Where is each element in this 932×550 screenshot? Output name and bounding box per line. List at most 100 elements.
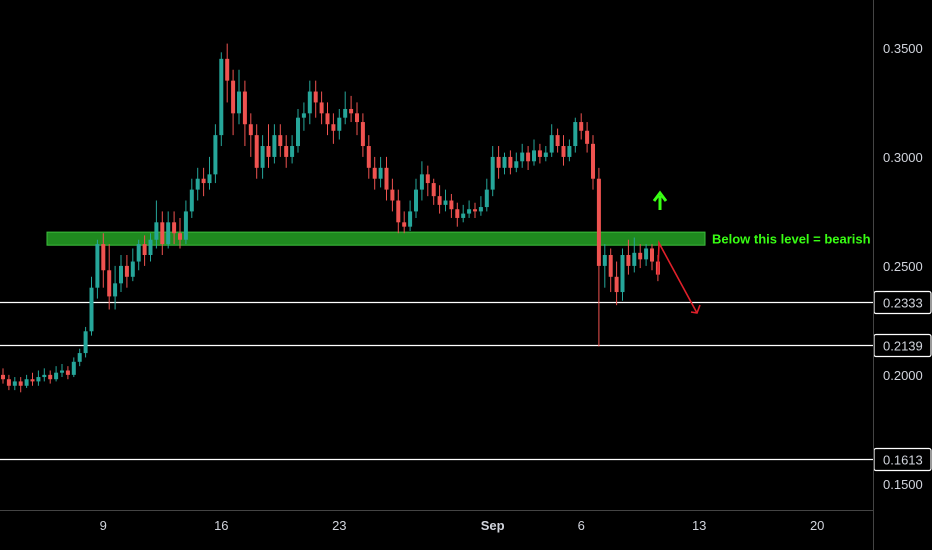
candle-body	[113, 283, 118, 297]
resistance-zone-layer	[46, 231, 706, 246]
candle-body	[343, 108, 348, 118]
candle-body	[490, 156, 495, 190]
candle-body	[414, 189, 418, 212]
candle-body	[313, 91, 318, 103]
candle-body	[219, 58, 224, 136]
candle-body	[419, 174, 424, 190]
up-arrow-head	[652, 190, 668, 202]
candle-body	[12, 381, 17, 386]
candle-body	[307, 91, 312, 114]
candle-body	[213, 135, 218, 175]
candle-body	[390, 189, 395, 201]
candle-body	[402, 222, 407, 227]
annotation-layer: Below this level = bearish	[652, 190, 871, 314]
candle-body	[296, 117, 300, 147]
candle-body	[24, 379, 29, 386]
candle-body	[48, 374, 53, 380]
candle-body	[30, 379, 35, 382]
candle-body	[290, 146, 295, 157]
candle-body	[396, 200, 401, 223]
bearish-note-label: Below this level = bearish	[712, 232, 871, 247]
candle-body	[591, 143, 595, 179]
candle-body	[532, 150, 536, 162]
candle-body	[54, 372, 59, 380]
candle-body	[555, 135, 560, 147]
projected-down-path	[657, 240, 698, 314]
candle-body	[537, 150, 542, 157]
y-tick-label: 0.1500	[883, 477, 923, 492]
candle-body	[183, 211, 188, 240]
candle-body	[136, 244, 141, 262]
candle-body	[266, 146, 271, 157]
candle-body	[425, 174, 430, 184]
candle-body	[142, 244, 147, 255]
x-tick-label: 6	[578, 518, 585, 533]
level-price-label: 0.1613	[883, 453, 923, 468]
candle-body	[201, 178, 206, 184]
candle-body	[107, 270, 112, 297]
horizontal-levels-layer: 0.2333 0.2139 0.1613	[0, 290, 932, 472]
level-price-label: 0.2139	[883, 339, 923, 354]
candle-body	[626, 255, 631, 266]
candle-body	[473, 209, 477, 212]
candle-body	[231, 80, 236, 114]
candle-body	[384, 167, 389, 190]
candle-body	[77, 353, 82, 362]
candle-body	[650, 248, 654, 262]
candle-body	[596, 178, 601, 266]
candle-body	[124, 265, 129, 277]
candle-body	[36, 377, 41, 382]
candle-body	[484, 189, 489, 208]
candle-body	[502, 156, 507, 168]
candle-body	[437, 196, 442, 205]
candle-body	[349, 108, 354, 114]
candle-body	[431, 183, 436, 197]
candle-body	[166, 222, 171, 245]
candle-body	[614, 276, 619, 293]
candle-body	[71, 361, 76, 375]
candle-body	[608, 255, 613, 277]
candle-body	[319, 102, 324, 114]
candles-layer	[1, 43, 660, 393]
candle-body	[154, 222, 159, 240]
candle-body	[632, 252, 637, 266]
x-tick-label: 13	[692, 518, 706, 533]
candle-body	[83, 331, 88, 354]
resistance-zone	[46, 231, 706, 246]
candle-body	[514, 161, 519, 168]
candle-body	[301, 113, 306, 118]
candle-body	[378, 167, 383, 179]
candle-body	[325, 113, 330, 125]
candle-body	[172, 222, 177, 234]
candle-body	[284, 146, 289, 157]
down-arrow-icon	[657, 240, 701, 314]
candle-body	[449, 200, 454, 210]
candle-body	[543, 152, 548, 157]
candle-body	[579, 122, 584, 131]
down-arrow-head	[690, 304, 701, 314]
candle-body	[360, 122, 365, 147]
candle-body	[160, 222, 165, 245]
candle-body	[366, 146, 371, 168]
y-tick-label: 0.2000	[883, 368, 923, 383]
x-tick-label: 9	[100, 518, 107, 533]
candle-body	[189, 189, 194, 212]
candle-body	[89, 287, 94, 332]
candle-body	[119, 265, 123, 284]
candle-body	[461, 213, 466, 218]
candle-body	[272, 135, 277, 157]
candle-body	[520, 152, 525, 162]
candle-body	[455, 209, 460, 218]
candle-body	[95, 244, 100, 288]
y-tick-label: 0.2500	[883, 259, 923, 274]
candle-body	[496, 156, 501, 168]
candle-body	[225, 58, 230, 81]
candle-body	[101, 244, 106, 271]
candle-body	[237, 91, 241, 114]
candle-body	[331, 124, 336, 131]
candle-body	[65, 370, 70, 375]
candle-body	[467, 209, 472, 214]
